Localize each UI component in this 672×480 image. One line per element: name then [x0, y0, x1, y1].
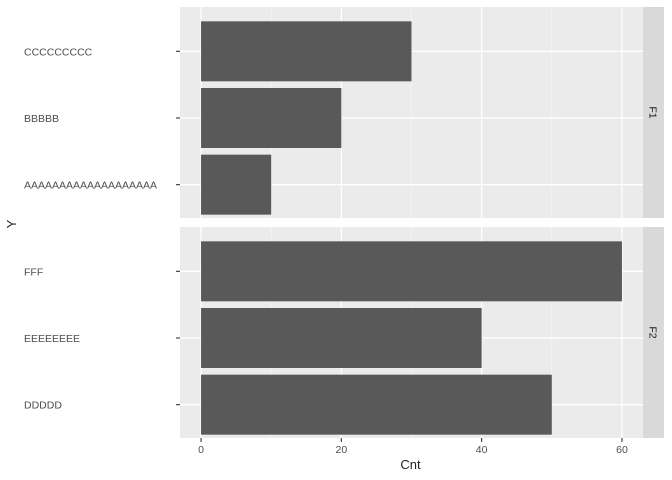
facet-strip-label: F1	[647, 106, 659, 118]
x-tick-label: 60	[616, 444, 628, 456]
x-axis: 0 20 40 60	[198, 438, 628, 456]
y-tick-label: AAAAAAAAAAAAAAAAAAA	[24, 180, 157, 192]
facet-strip	[643, 7, 664, 218]
x-tick-label: 0	[198, 444, 204, 456]
x-tick-label: 20	[336, 444, 348, 456]
bar	[201, 241, 622, 302]
x-axis-title: Cnt	[400, 457, 421, 472]
facet-strip	[643, 227, 664, 438]
facet-panels: AAAAAAAAAAAAAAAAAAA BBBBB CCCCCCCCC F1 DDDDD…	[24, 7, 664, 438]
bar	[201, 307, 482, 368]
y-tick-label: CCCCCCCCC	[24, 46, 93, 58]
bar	[201, 87, 342, 148]
facet-panel-f1: AAAAAAAAAAAAAAAAAAA BBBBB CCCCCCCCC F1	[24, 7, 664, 218]
bar	[201, 154, 272, 215]
y-tick-label: DDDDD	[24, 400, 62, 412]
y-axis-title: Y	[4, 219, 19, 228]
x-tick-label: 40	[476, 444, 488, 456]
y-tick-label: FFF	[24, 266, 43, 278]
facet-panel-f2: DDDDD EEEEEEEE FFF F2	[24, 227, 664, 438]
y-tick-label: BBBBB	[24, 113, 59, 125]
bar	[201, 21, 412, 82]
facet-strip-label: F2	[647, 326, 659, 338]
bar	[201, 374, 552, 435]
y-tick-label: EEEEEEEE	[24, 333, 80, 345]
